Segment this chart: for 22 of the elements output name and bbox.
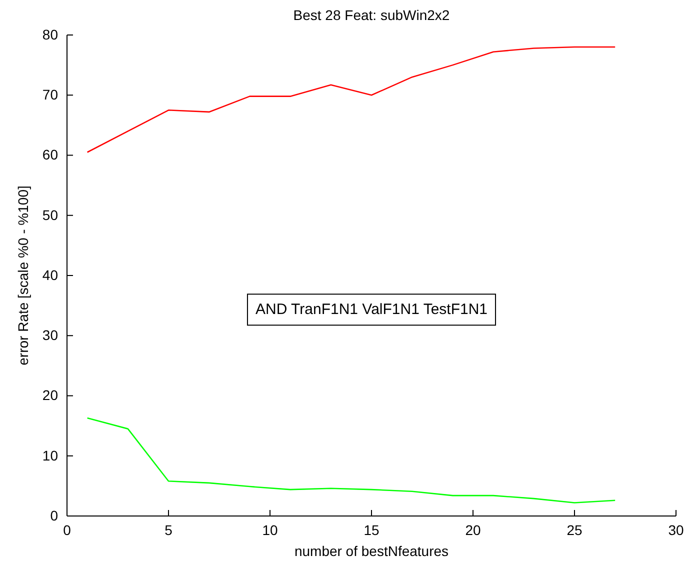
y-tick-label: 70 (42, 86, 58, 103)
y-axis-title: error Rate [scale %0 - %100] (15, 186, 31, 366)
y-tick-label: 40 (42, 266, 58, 283)
y-tick-label: 50 (42, 206, 58, 223)
y-tick-label: 0 (50, 507, 58, 524)
y-tick-label: 20 (42, 387, 58, 404)
x-tick-label: 15 (364, 522, 380, 538)
x-tick-label: 0 (63, 522, 72, 538)
line-series (86, 46, 616, 153)
x-tick-label: 25 (566, 522, 582, 538)
y-tick-label: 80 (42, 26, 58, 42)
y-tick-label: 10 (42, 447, 58, 464)
x-tick-label: 10 (262, 522, 278, 538)
y-tick-label: 60 (42, 146, 58, 163)
chart-title: Best 28 Feat: subWin2x2 (293, 7, 450, 23)
x-axis-title: number of bestNfeatures (294, 543, 449, 559)
x-tick-label: 30 (668, 522, 684, 538)
annotation: AND TranF1N1 ValF1N1 TestF1N1 (255, 301, 488, 318)
y-tick-label: 30 (42, 327, 58, 344)
line-series (86, 417, 616, 504)
x-tick-label: 20 (465, 522, 481, 538)
x-tick-label: 5 (164, 522, 173, 538)
